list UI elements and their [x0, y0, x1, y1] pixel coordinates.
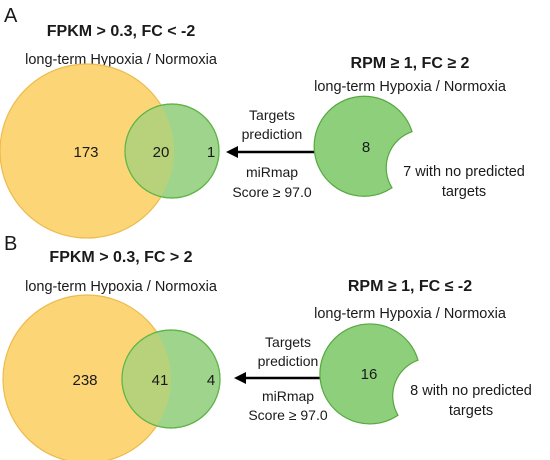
only-small-count: 4 — [207, 372, 215, 389]
prediction-arrow-group: Targets prediction miRmap Score ≥ 97.0 — [226, 107, 316, 200]
arrow-label-line: Score ≥ 97.0 — [248, 407, 327, 423]
overlap-count: 41 — [152, 372, 169, 389]
no-target-note: 8 with no predicted — [410, 383, 532, 399]
crescent-count: 16 — [361, 366, 378, 383]
prediction-arrow-group: Targets prediction miRmap Score ≥ 97.0 — [234, 334, 328, 423]
right-title: RPM ≥ 1, FC ≥ 2 — [351, 55, 470, 72]
right-subtitle: long-term Hypoxia / Normoxia — [314, 306, 507, 322]
crescent-shape — [319, 323, 419, 425]
left-title: FPKM > 0.3, FC > 2 — [49, 249, 192, 266]
panel-label: B — [4, 233, 17, 255]
small-set-outline — [124, 103, 220, 199]
crescent-shape — [313, 95, 413, 197]
mirna-crescent: 16 8 with no predicted targets — [319, 323, 532, 425]
no-target-note: targets — [449, 403, 493, 419]
left-subtitle: long-term Hypoxia / Normoxia — [25, 52, 218, 68]
only-large-count: 173 — [73, 144, 98, 161]
arrow-label-line: Targets — [265, 334, 311, 350]
overlap-count: 20 — [153, 144, 170, 161]
arrow-label-line: Score ≥ 97.0 — [232, 184, 311, 200]
only-small-count: 1 — [207, 144, 215, 161]
overlap-region — [125, 104, 174, 198]
arrow-label-line: Targets — [249, 107, 295, 123]
only-large-count: 238 — [72, 372, 97, 389]
right-subtitle: long-term Hypoxia / Normoxia — [314, 79, 507, 95]
right-title: RPM ≥ 1, FC ≤ -2 — [348, 278, 472, 295]
no-target-note: targets — [442, 184, 486, 200]
arrow-label-line: miRmap — [262, 388, 314, 404]
panel-b: B FPKM > 0.3, FC > 2 long-term Hypoxia /… — [2, 233, 532, 460]
left-arrow-icon — [226, 146, 316, 158]
venn-diagram: 238 41 4 — [2, 294, 221, 460]
overlap-region — [122, 330, 171, 428]
panel-label: A — [4, 5, 18, 27]
venn-diagram: 173 20 1 — [0, 63, 220, 239]
small-set-outline — [121, 329, 221, 429]
crescent-count: 8 — [362, 139, 370, 156]
left-arrow-icon — [234, 372, 322, 384]
arrow-label-line: prediction — [258, 353, 319, 369]
left-subtitle: long-term Hypoxia / Normoxia — [25, 279, 218, 295]
arrow-label-line: miRmap — [246, 164, 298, 180]
mirna-crescent: 8 7 with no predicted targets — [313, 95, 525, 200]
panel-a: A FPKM > 0.3, FC < -2 long-term Hypoxia … — [0, 5, 525, 239]
arrow-label-line: prediction — [242, 126, 303, 142]
left-title: FPKM > 0.3, FC < -2 — [47, 23, 196, 40]
no-target-note: 7 with no predicted — [403, 164, 525, 180]
